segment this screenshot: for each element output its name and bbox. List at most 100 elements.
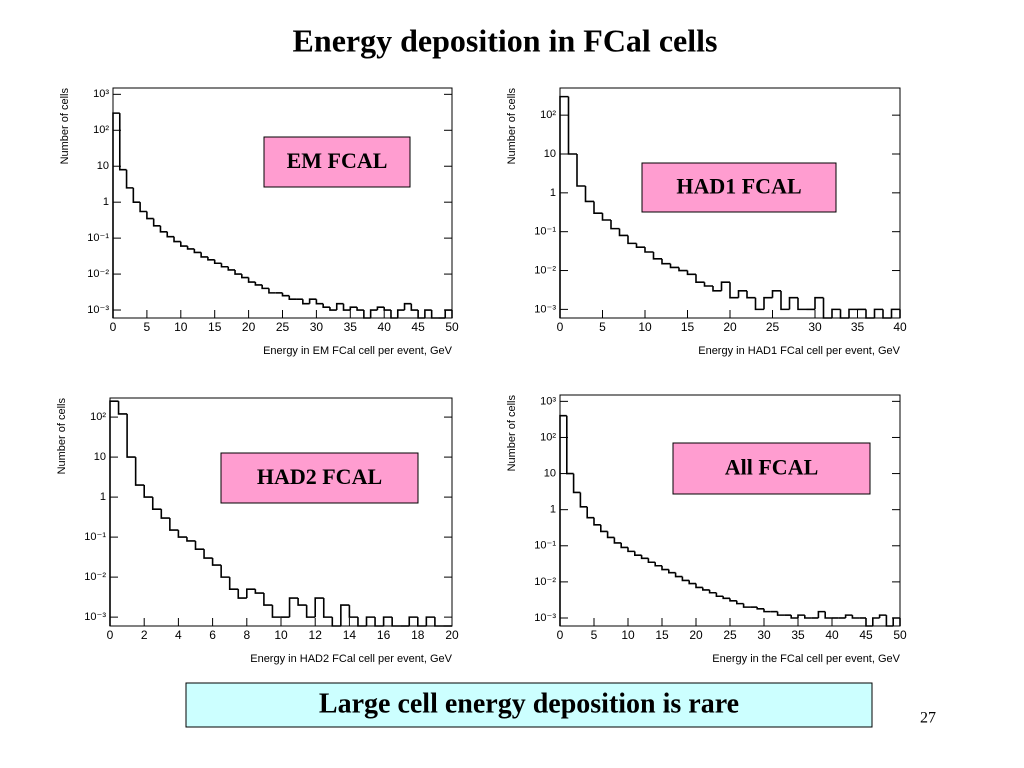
x-tick-label: 2	[141, 628, 148, 642]
histogram-bin	[763, 296, 773, 310]
histogram-bin	[194, 540, 205, 550]
x-tick-label: 15	[655, 628, 669, 642]
histogram-bin	[788, 296, 798, 310]
label-box	[641, 162, 837, 213]
histogram-bin	[763, 608, 771, 613]
x-tick-label: 30	[757, 628, 771, 642]
x-tick-label: 12	[309, 628, 323, 642]
histogram-bin	[579, 492, 588, 508]
y-tick-label: 1	[100, 491, 106, 503]
histogram-bin	[566, 415, 574, 475]
x-tick-label: 15	[681, 320, 695, 334]
x-tick-label: 8	[243, 628, 250, 642]
histogram-bin	[340, 604, 350, 626]
x-tick-label: 25	[276, 320, 290, 334]
x-tick-label: 50	[445, 320, 459, 334]
x-tick-label: 18	[411, 628, 425, 642]
histogram-bin	[125, 169, 134, 189]
histogram-bin	[593, 201, 603, 214]
x-tick-label: 20	[242, 320, 256, 334]
y-tick-label: 10⁻²	[87, 268, 109, 280]
page-number: 27	[920, 710, 936, 727]
histogram-bin	[382, 616, 393, 626]
x-tick-label: 14	[343, 628, 357, 642]
histogram-bin	[635, 243, 645, 248]
histogram-bin	[742, 603, 751, 608]
histogram-bin	[143, 485, 153, 498]
histogram-bin	[627, 235, 637, 245]
histogram-bin	[302, 299, 310, 305]
histogram-bin	[729, 598, 737, 602]
histogram-bin	[322, 598, 333, 618]
histogram-bin	[620, 542, 628, 549]
histogram-bin	[756, 607, 764, 610]
histogram-bin	[288, 597, 299, 618]
histogram-bin	[703, 282, 713, 287]
y-tick-label: 10	[94, 451, 106, 463]
x-tick-label: 0	[107, 628, 114, 642]
x-tick-label: 4	[175, 628, 182, 642]
histogram-bin	[376, 306, 385, 311]
x-axis-label: Energy in HAD2 FCal cell per event, GeV	[250, 653, 452, 665]
histogram-bin	[678, 267, 688, 272]
histogram-bin	[254, 282, 263, 286]
histogram-bin	[271, 605, 281, 618]
histogram-bin	[797, 297, 807, 311]
histogram-bin	[166, 231, 175, 238]
histogram-bin	[134, 457, 145, 486]
histogram-bin	[390, 310, 398, 319]
y-tick-label: 10³	[540, 395, 556, 407]
x-tick-label: 25	[766, 320, 780, 334]
y-tick-label: 10⁻¹	[84, 531, 106, 543]
histogram-bin	[288, 295, 297, 301]
histogram-bin	[444, 309, 452, 318]
histogram-bin	[383, 307, 391, 311]
x-tick-label: 20	[723, 320, 737, 334]
histogram-bin	[839, 309, 849, 319]
footer-text: Large cell energy deposition is rare	[319, 688, 739, 719]
x-tick-label: 45	[411, 320, 425, 334]
histogram-bin	[268, 288, 276, 294]
y-tick-label: 10⁻³	[534, 303, 556, 315]
histogram-bin	[702, 587, 710, 591]
y-tick-label: 10⁻²	[534, 264, 556, 276]
y-tick-label: 10⁻³	[534, 612, 556, 624]
y-tick-label: 10	[97, 160, 109, 172]
histogram-bin	[780, 290, 790, 311]
histogram-bin	[425, 616, 435, 626]
histogram-bin	[186, 246, 195, 250]
histogram-bin	[281, 292, 290, 297]
footer-box	[185, 682, 873, 728]
x-tick-label: 35	[791, 628, 805, 642]
histogram-bin	[408, 616, 418, 626]
histogram-bin	[618, 228, 628, 237]
x-tick-label: 0	[557, 628, 564, 642]
histogram-bin	[634, 551, 642, 556]
histogram-bin	[335, 302, 344, 311]
x-tick-label: 6	[209, 628, 216, 642]
histogram-bin	[559, 414, 567, 626]
histogram-bin	[173, 236, 181, 243]
histogram-bin	[220, 263, 229, 268]
y-tick-label: 10⁻³	[84, 611, 106, 623]
histogram-bin	[329, 307, 337, 311]
histogram-bin	[349, 306, 358, 311]
histogram-bin	[207, 256, 215, 261]
histogram-bin	[844, 614, 853, 618]
histogram-bin	[410, 303, 419, 311]
histogram-bin	[708, 589, 717, 594]
histogram-bin	[365, 616, 376, 626]
histogram-bin	[169, 518, 179, 531]
histogram-bin	[126, 413, 136, 458]
histogram-bin	[593, 517, 601, 526]
histogram-bin	[139, 202, 147, 213]
histogram-bin	[674, 572, 683, 578]
y-tick-label: 10²	[93, 124, 109, 136]
histogram-bin	[873, 308, 883, 318]
histogram-bin	[652, 252, 662, 260]
histogram-bin	[754, 297, 764, 311]
y-tick-label: 1	[103, 196, 109, 208]
x-tick-label: 10	[621, 628, 635, 642]
